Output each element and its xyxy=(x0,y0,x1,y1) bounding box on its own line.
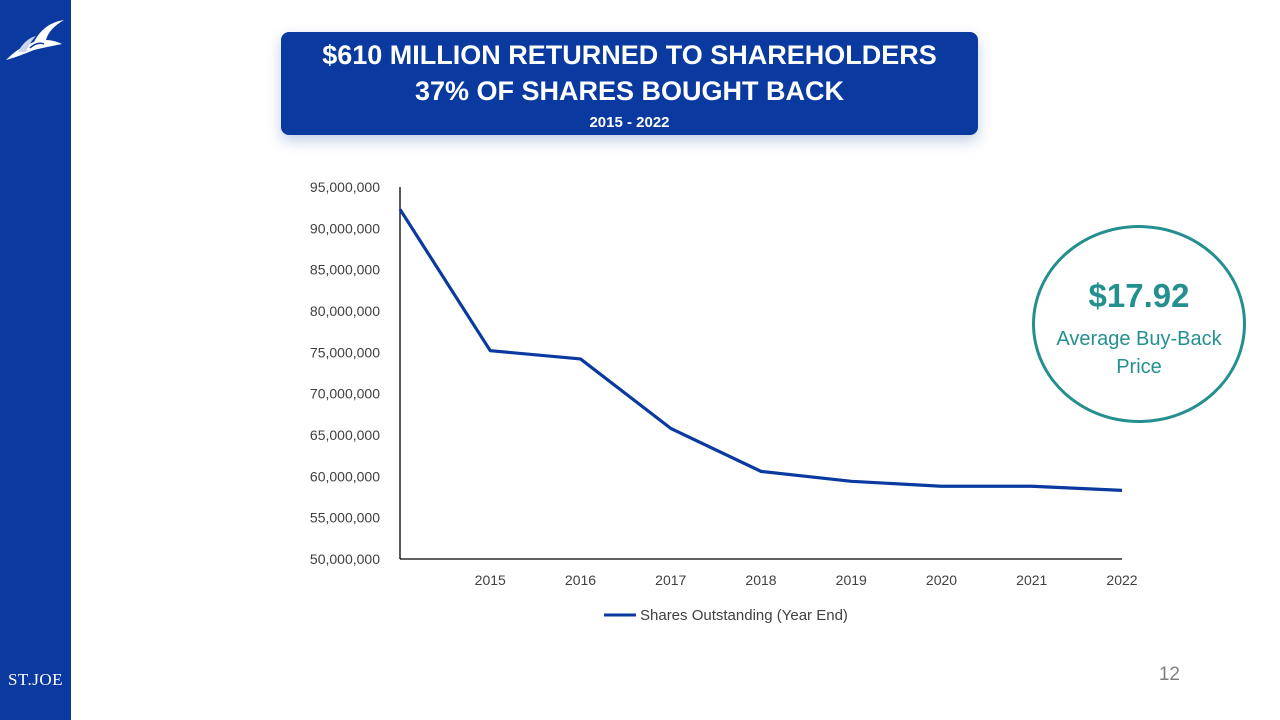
y-tick-label: 85,000,000 xyxy=(310,262,380,278)
y-tick-label: 55,000,000 xyxy=(310,510,380,526)
page-number: 12 xyxy=(1158,664,1180,685)
x-tick-label: 2022 xyxy=(1106,572,1137,588)
y-tick-label: 95,000,000 xyxy=(310,179,380,195)
avg-buyback-label: Average Buy-Back Price xyxy=(1056,328,1222,378)
title-headline: $610 MILLION RETURNED TO SHAREHOLDERS xyxy=(322,40,937,70)
title-date-range: 2015 - 2022 xyxy=(589,114,670,131)
series-line-shares-outstanding xyxy=(398,208,1123,492)
legend: Shares Outstanding (Year End) xyxy=(604,607,848,624)
x-tick-label: 2017 xyxy=(655,572,686,588)
avg-buyback-price: $17.92 xyxy=(1088,277,1190,314)
y-tick-label: 75,000,000 xyxy=(310,344,380,360)
y-tick-label: 50,000,000 xyxy=(310,551,380,567)
bird-logo-icon xyxy=(6,20,64,60)
y-tick-label: 70,000,000 xyxy=(310,386,380,402)
x-tick-label: 2016 xyxy=(565,572,596,588)
title-subheadline: 37% OF SHARES BOUGHT BACK xyxy=(414,76,845,106)
avg-buyback-callout: $17.92 Average Buy-Back Price xyxy=(1032,225,1246,423)
y-tick-label: 90,000,000 xyxy=(310,220,380,236)
x-tick-label: 2020 xyxy=(926,572,957,588)
x-axis-tick-labels: 2015 2016 2017 2018 2019 2020 2021 2022 xyxy=(475,572,1138,588)
st-joe-logo: ST.JOE xyxy=(7,670,64,689)
y-tick-label: 80,000,000 xyxy=(310,303,380,319)
y-tick-label: 65,000,000 xyxy=(310,427,380,443)
x-tick-label: 2019 xyxy=(836,572,867,588)
x-tick-label: 2021 xyxy=(1016,572,1047,588)
series-lines xyxy=(398,208,1123,492)
sidebar: ST.JOE xyxy=(0,0,71,720)
y-tick-label: 60,000,000 xyxy=(310,468,380,484)
x-tick-label: 2018 xyxy=(745,572,776,588)
title-banner: $610 MILLION RETURNED TO SHAREHOLDERS 37… xyxy=(281,32,978,135)
legend-label: Shares Outstanding (Year End) xyxy=(640,607,848,624)
y-axis-tick-labels: 50,000,000 55,000,000 60,000,000 65,000,000… xyxy=(310,179,380,567)
x-tick-label: 2015 xyxy=(475,572,506,588)
